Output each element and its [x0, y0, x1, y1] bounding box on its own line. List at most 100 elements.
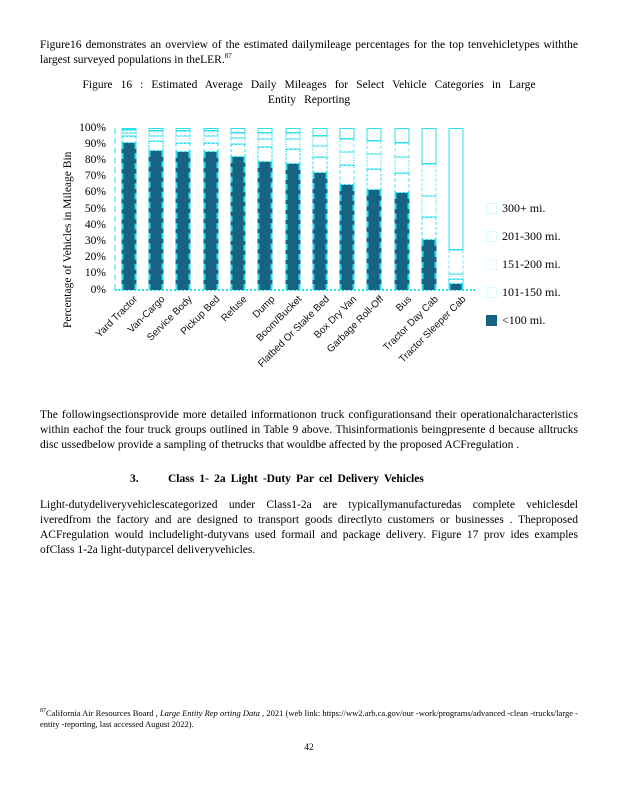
bar-segment-dashed-outline: [421, 217, 437, 240]
bar-segment-solid-dark: [257, 162, 273, 290]
bar-stack: [448, 128, 464, 290]
bar-stack: [366, 128, 382, 290]
bar-segment-solid-outline: [448, 128, 464, 250]
bar-segment-dotted-outline: [121, 132, 137, 137]
bar-segment-solid-dark: [148, 150, 164, 290]
bar-segment-dashed-outline: [230, 144, 246, 158]
footnote-marker: 87: [40, 708, 46, 714]
legend-item: 151-200 mi.: [486, 256, 578, 273]
plot-area: Yard Tractor Van-Cargo Service Body Pickup …: [94, 127, 470, 370]
footnote-text-pre: California Air Resources Board ,: [46, 707, 160, 718]
bar-column-tractor-sleeper-cab: Tractor Sleeper Cab: [397, 128, 470, 365]
y-tick-label: 50%: [84, 202, 106, 215]
legend-swatch-dashdot-outline: [486, 231, 497, 242]
y-tick-label: 0%: [90, 283, 106, 296]
bar-segment-dotted-outline: [394, 157, 410, 174]
footnote: 87California Air Resources Board , Large…: [40, 706, 578, 731]
bars: Yard Tractor Van-Cargo Service Body Pickup …: [94, 127, 470, 370]
y-tick-label: 10%: [84, 267, 106, 280]
bar-stack: [148, 128, 164, 290]
x-category-label: Refuse: [219, 294, 250, 325]
bar-column-boom-bucket: Boom/Bucket: [254, 128, 306, 344]
bar-segment-dotted-outline: [285, 139, 301, 150]
bar-segment-dotted-outline: [421, 196, 437, 218]
bar-segment-solid-dark: [448, 283, 464, 290]
figure-caption-line1: Figure 16 : Estimated Average Daily Mile…: [82, 79, 536, 91]
legend-swatch-dashed-outline: [486, 287, 497, 298]
bar-segment-solid-outline: [121, 127, 137, 130]
legend-label: 201-300 mi.: [502, 229, 561, 243]
bar-segment-solid-outline: [339, 128, 355, 140]
bar-segment-dotted-outline: [230, 137, 246, 145]
bar-segment-dotted-outline: [366, 153, 382, 169]
y-axis-line: [114, 128, 116, 290]
bar-column-van-cargo: Van-Cargo: [126, 128, 169, 335]
legend-swatch-dotted-outline: [486, 259, 497, 270]
bar-segment-dashed-outline: [312, 157, 328, 174]
legend-label: <100 mi.: [502, 313, 546, 327]
bar-segment-solid-outline: [203, 128, 219, 132]
bar-stack: [312, 128, 328, 290]
figure-caption-line2: Entity Reporting: [267, 94, 351, 106]
bar-column-flatbed-or-stake-bed: Flatbed Or Stake Bed: [256, 128, 333, 370]
bar-segment-dashdot-outline: [448, 249, 464, 274]
y-tick-label: 30%: [84, 234, 106, 247]
bar-column-tractor-day-cab: Tractor Day Cab: [381, 128, 442, 353]
legend-item: 300+ mi.: [486, 200, 578, 217]
bar-segment-solid-outline: [285, 128, 301, 133]
section-heading: 3. Class 1- 2a Light -Duty Par cel Deliv…: [130, 473, 578, 485]
bar-segment-dashed-outline: [148, 140, 164, 151]
bar-segment-solid-outline: [366, 128, 382, 141]
bar-segment-dashdot-outline: [285, 132, 301, 140]
body-paragraph-3: Light-dutydeliveryvehiclescategorized un…: [40, 499, 578, 556]
y-tick-label: 40%: [84, 218, 106, 231]
y-tick-label: 60%: [84, 186, 106, 199]
bar-segment-dashed-outline: [257, 147, 273, 163]
bar-segment-solid-dark: [312, 173, 328, 290]
legend-label: 151-200 mi.: [502, 257, 561, 271]
bar-segment-solid-dark: [121, 142, 137, 290]
bar-stack: [203, 128, 219, 290]
legend-item: <100 mi.: [486, 312, 578, 329]
bar-stack: [421, 128, 437, 290]
y-tick-label: 90%: [84, 137, 106, 150]
footnote-text-post: , 2021 (web link: https://ww2.arb.ca.gov…: [40, 707, 578, 730]
bar-segment-dashed-outline: [394, 173, 410, 193]
bar-segment-dashdot-outline: [175, 131, 191, 137]
footnote-source-title: Large Entity Rep orting Data: [159, 707, 260, 718]
bar-segment-dashed-outline: [121, 136, 137, 143]
bar-column-service-body: Service Body: [146, 128, 197, 343]
y-tick-label: 70%: [84, 170, 106, 183]
bar-segment-solid-outline: [230, 128, 246, 133]
bar-segment-dashdot-outline: [394, 142, 410, 158]
bar-column-pickup-bed: Pickup Bed: [179, 128, 224, 338]
x-axis-line: [115, 289, 475, 291]
bar-segment-solid-outline: [148, 128, 164, 132]
bar-segment-dashdot-outline: [257, 132, 273, 140]
bar-segment-dashdot-outline: [339, 139, 355, 153]
bar-segment-solid-dark: [203, 152, 219, 290]
chart-legend: 300+ mi. 201-300 mi. 151-200 mi. 101-150 mi…: [486, 200, 578, 340]
bar-segment-solid-outline: [394, 128, 410, 143]
bar-segment-dotted-outline: [312, 145, 328, 158]
bar-stack: [175, 128, 191, 290]
bar-segment-dashed-outline: [285, 149, 301, 164]
bar-segment-dotted-outline: [257, 139, 273, 148]
legend-item: 201-300 mi.: [486, 228, 578, 245]
bar-segment-solid-dark: [285, 163, 301, 290]
bar-segment-solid-outline: [421, 128, 437, 164]
footnote-reference-87: 87: [224, 52, 232, 61]
bar-column-box-dry-van: Box Dry Van: [312, 128, 361, 341]
page-number: 42: [304, 743, 314, 753]
legend-swatch-solid-outline: [486, 203, 497, 214]
bar-column-yard-tractor: Yard Tractor: [94, 127, 142, 340]
section-heading-text: Class 1- 2a Light -Duty Par cel Delivery…: [168, 473, 424, 485]
bar-stack: [339, 128, 355, 290]
intro-paragraph-text: Figure16 demonstrates an overview of the…: [40, 39, 578, 66]
bar-column-dump: Dump: [250, 128, 279, 321]
bar-segment-solid-outline: [312, 128, 328, 137]
bar-segment-dashdot-outline: [121, 129, 137, 133]
bar-segment-dashed-outline: [175, 142, 191, 153]
bar-segment-solid-dark: [366, 189, 382, 290]
